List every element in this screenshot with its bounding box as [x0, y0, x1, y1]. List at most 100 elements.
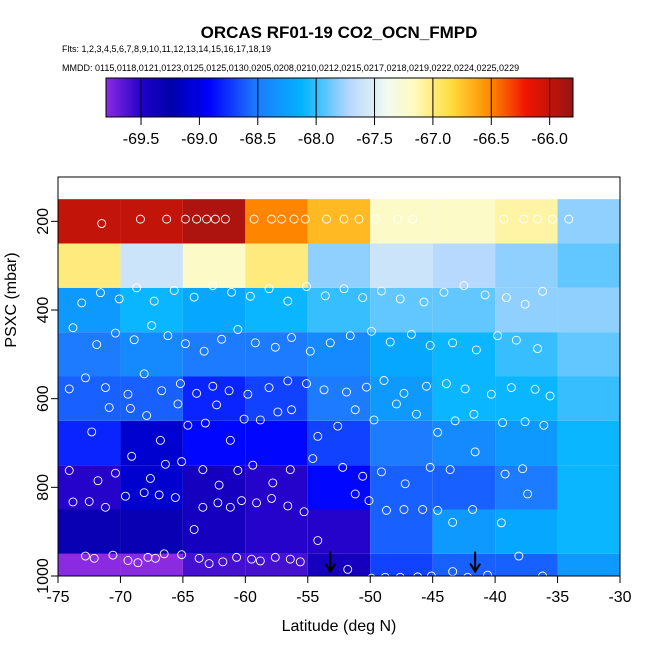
flight-point: [471, 345, 481, 355]
colorbar-tick-label: -67.0: [415, 131, 452, 148]
flight-point: [170, 493, 180, 502]
heatmap-cell: [307, 553, 371, 576]
flight-point: [283, 376, 293, 386]
flight-point: [200, 418, 210, 428]
heatmap-cell: [307, 509, 371, 554]
flight-point: [287, 405, 296, 415]
flight-point: [268, 478, 278, 488]
flight-point: [460, 384, 470, 394]
flight-point: [204, 559, 214, 569]
flight-point: [264, 383, 274, 393]
flight-point: [300, 214, 310, 224]
flight-point: [125, 403, 135, 413]
flight-point: [159, 549, 169, 559]
flight-point: [194, 553, 204, 563]
heatmap-cell: [370, 420, 433, 466]
heatmap-cell: [557, 553, 620, 576]
flight-point: [149, 296, 159, 306]
flight-point: [147, 321, 157, 330]
flight-point: [500, 469, 510, 479]
heatmap-cell: [120, 509, 183, 554]
flight-point: [245, 291, 255, 301]
x-tick-label: -55: [296, 589, 319, 606]
flight-point: [162, 214, 172, 224]
x-tick-label: -65: [171, 589, 194, 606]
heatmap-cell: [245, 509, 308, 554]
colorbar-tick-label: -68.0: [298, 131, 335, 148]
flight-point: [339, 284, 349, 294]
flight-point: [406, 329, 416, 339]
flight-point: [313, 431, 323, 441]
heatmap-cell: [245, 465, 308, 510]
heatmap-cell: [58, 376, 121, 421]
heatmap-cell: [245, 553, 308, 576]
flight-point: [108, 550, 118, 560]
flight-point: [183, 420, 193, 430]
heatmap-cell: [495, 509, 558, 554]
heatmap-cell: [370, 465, 433, 510]
flight-point: [175, 379, 185, 389]
flight-point: [64, 466, 74, 475]
heatmap-cell: [120, 243, 183, 288]
flight-point: [520, 299, 530, 309]
y-tick-label: 400: [35, 297, 52, 324]
flight-point: [370, 214, 380, 224]
heatmap-cell: [370, 332, 433, 377]
surface-arrows: [324, 551, 481, 574]
flight-point: [350, 405, 360, 415]
y-tick-label: 1000: [35, 558, 52, 594]
flight-point: [393, 214, 403, 224]
x-axis: -75 -70 -65 -60 -55 -50 -45 -40 -35 -30: [46, 576, 632, 606]
flight-point: [305, 346, 315, 356]
flight-point: [139, 369, 149, 379]
flight-point: [214, 480, 224, 490]
x-tick-label: -30: [608, 589, 631, 606]
flight-point: [496, 518, 506, 528]
colorbar-tick-label: -69.0: [181, 131, 218, 148]
heatmap-cell: [432, 553, 496, 576]
heatmap-cell: [307, 243, 371, 288]
flight-point: [530, 384, 540, 394]
flight-point: [218, 557, 228, 567]
flight-point: [339, 214, 349, 224]
flight-point: [400, 479, 410, 489]
flight-point: [96, 288, 105, 298]
heatmap-cell: [432, 199, 496, 244]
flight-point: [470, 447, 480, 457]
heatmap-cell: [182, 376, 246, 421]
flight-point: [469, 409, 479, 419]
flight-point: [255, 415, 265, 425]
flight-point: [480, 290, 490, 300]
mmdd-subtitle: MMDD: 0115,0118,0121,0123,0125,0125,0130…: [62, 63, 519, 73]
flight-point: [180, 214, 190, 224]
flight-point: [377, 467, 386, 477]
flight-point: [299, 507, 309, 517]
heatmap-cell: [432, 332, 496, 377]
flight-point: [350, 489, 360, 499]
flight-point: [308, 454, 318, 463]
flight-point: [295, 557, 305, 567]
flight-point: [459, 281, 469, 291]
heatmap-cell: [307, 199, 371, 244]
heatmap-cell: [182, 287, 246, 333]
flight-point: [267, 493, 277, 503]
flight-point: [538, 571, 548, 576]
flight-point: [104, 403, 114, 412]
flight-point: [68, 497, 78, 507]
flight-point: [212, 400, 222, 410]
flight-point: [92, 340, 102, 350]
flight-point: [425, 462, 435, 472]
flight-point: [385, 337, 395, 347]
flight-point: [486, 389, 496, 399]
flight-point: [333, 421, 343, 431]
flight-point: [192, 214, 202, 224]
flight-point: [367, 573, 376, 576]
flight-point: [283, 501, 293, 511]
flight-point: [463, 572, 472, 576]
flight-point: [545, 391, 555, 401]
flight-point: [217, 334, 227, 344]
flight-point: [177, 550, 187, 560]
flight-point: [439, 287, 449, 297]
flight-point: [450, 416, 460, 426]
